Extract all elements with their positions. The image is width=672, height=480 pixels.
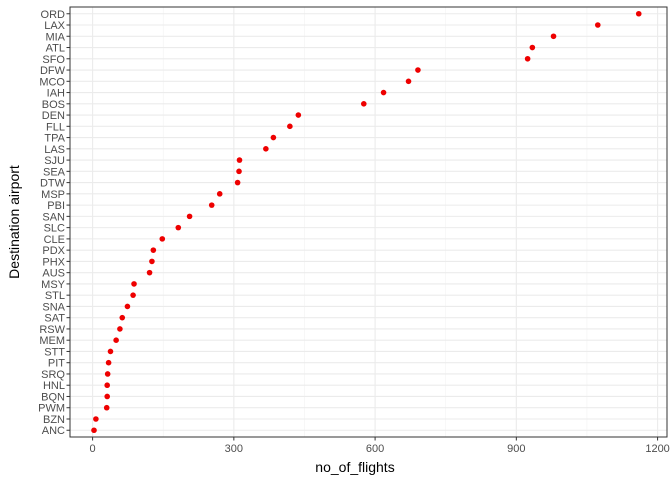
y-tick-label: DFW bbox=[40, 65, 66, 77]
y-tick-label: CLE bbox=[44, 234, 65, 246]
y-tick-label: BOS bbox=[42, 99, 65, 111]
data-point bbox=[287, 123, 293, 130]
x-axis-ticks: 0 300 600 900 1200 bbox=[90, 437, 670, 455]
data-point bbox=[594, 22, 601, 28]
y-tick-label: STT bbox=[44, 346, 65, 358]
data-point bbox=[91, 427, 97, 434]
data-point bbox=[295, 112, 302, 118]
data-point bbox=[524, 55, 531, 62]
y-tick-label: SNA bbox=[42, 301, 65, 313]
data-point bbox=[105, 359, 112, 366]
data-point bbox=[236, 168, 242, 175]
data-point bbox=[529, 44, 536, 51]
data-point bbox=[234, 179, 241, 186]
data-point bbox=[405, 78, 412, 85]
y-tick-label: DEN bbox=[42, 110, 65, 122]
data-point bbox=[415, 67, 421, 73]
data-point bbox=[149, 258, 155, 265]
data-point bbox=[104, 382, 110, 389]
data-point bbox=[107, 348, 114, 355]
y-tick-label: MIA bbox=[45, 31, 65, 43]
y-tick-label: SAN bbox=[42, 211, 65, 223]
data-point bbox=[124, 303, 131, 310]
y-tick-label: PIT bbox=[48, 358, 65, 370]
y-tick-label: PHX bbox=[42, 256, 65, 268]
y-tick-label: HNL bbox=[43, 380, 65, 392]
data-point bbox=[635, 10, 642, 17]
y-tick-label: AUS bbox=[42, 268, 65, 280]
y-tick-label: SEA bbox=[43, 166, 66, 178]
y-tick-label: RSW bbox=[39, 324, 65, 336]
y-axis-ticks: ORDLAXMIAATLSFODFWMCOIAHBOSDENFLLTPALASS… bbox=[38, 9, 70, 437]
y-tick-label: SFO bbox=[42, 54, 65, 66]
data-point bbox=[216, 191, 223, 197]
y-tick-label: ORD bbox=[41, 9, 66, 21]
data-point bbox=[186, 213, 193, 220]
y-axis-title: Destination airport bbox=[6, 165, 22, 279]
y-tick-label: IAH bbox=[47, 88, 65, 100]
y-tick-label: PDX bbox=[42, 245, 65, 257]
y-tick-label: ATL bbox=[46, 43, 65, 55]
y-tick-label: FLL bbox=[46, 121, 65, 133]
data-point bbox=[117, 326, 123, 332]
data-point bbox=[103, 404, 110, 411]
data-point bbox=[104, 371, 111, 377]
data-point bbox=[113, 337, 119, 343]
y-tick-label: MEM bbox=[39, 335, 65, 347]
y-tick-label: SLC bbox=[44, 223, 65, 235]
x-axis-title: no_of_flights bbox=[315, 459, 394, 475]
data-points bbox=[91, 10, 642, 434]
x-tick-label: 300 bbox=[225, 443, 243, 455]
data-point bbox=[130, 292, 136, 298]
x-tick-label: 900 bbox=[507, 443, 525, 455]
y-tick-label: SJU bbox=[44, 155, 65, 167]
data-point bbox=[236, 157, 243, 163]
y-tick-label: PBI bbox=[47, 200, 65, 212]
y-tick-label: SRQ bbox=[41, 369, 65, 381]
y-tick-label: TPA bbox=[44, 133, 65, 145]
data-point bbox=[146, 269, 153, 276]
data-point bbox=[263, 146, 269, 152]
y-tick-label: DTW bbox=[40, 178, 66, 190]
grid-lines bbox=[70, 7, 667, 437]
data-point bbox=[208, 202, 215, 208]
data-point bbox=[93, 416, 99, 422]
y-tick-label: MCO bbox=[39, 76, 65, 88]
plot-border bbox=[69, 6, 668, 438]
y-tick-label: MSY bbox=[41, 279, 66, 291]
data-point bbox=[119, 314, 126, 321]
data-point bbox=[360, 101, 367, 107]
y-tick-label: SAT bbox=[44, 313, 65, 325]
y-tick-label: LAS bbox=[44, 144, 65, 156]
y-tick-label: STL bbox=[45, 290, 65, 302]
y-tick-label: ANC bbox=[42, 425, 65, 437]
data-point bbox=[131, 281, 137, 287]
plot-panel bbox=[70, 7, 667, 437]
y-tick-label: BQN bbox=[41, 391, 65, 403]
y-tick-label: LAX bbox=[44, 20, 65, 32]
y-tick-label: PWM bbox=[38, 403, 65, 415]
data-point bbox=[550, 33, 557, 40]
data-point bbox=[175, 224, 182, 231]
data-point bbox=[270, 134, 277, 141]
x-tick-label: 1200 bbox=[645, 443, 669, 455]
x-tick-label: 600 bbox=[366, 443, 384, 455]
data-point bbox=[159, 236, 166, 242]
y-tick-label: MSP bbox=[41, 189, 65, 201]
data-point bbox=[104, 393, 110, 400]
y-tick-label: BZN bbox=[43, 414, 65, 426]
data-point bbox=[380, 89, 387, 96]
data-point bbox=[150, 247, 157, 253]
x-tick-label: 0 bbox=[90, 443, 96, 455]
